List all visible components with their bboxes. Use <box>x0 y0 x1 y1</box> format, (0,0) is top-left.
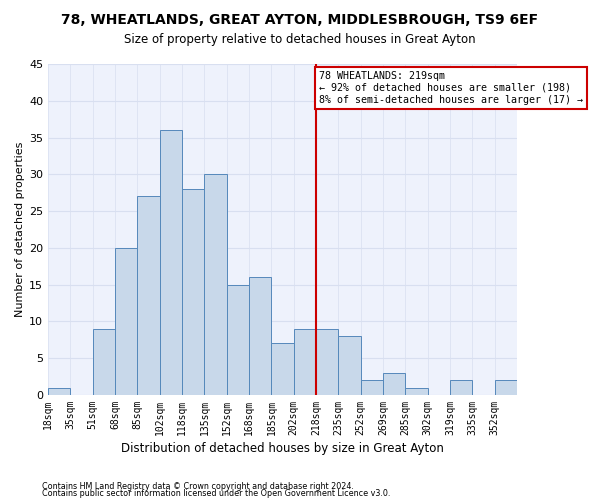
Bar <box>205 174 227 395</box>
Bar <box>48 388 70 395</box>
Bar <box>227 284 249 395</box>
Bar <box>249 278 271 395</box>
Bar <box>450 380 472 395</box>
Bar <box>316 329 338 395</box>
Y-axis label: Number of detached properties: Number of detached properties <box>15 142 25 317</box>
Bar <box>383 373 406 395</box>
Text: Contains HM Land Registry data © Crown copyright and database right 2024.: Contains HM Land Registry data © Crown c… <box>42 482 354 491</box>
Bar <box>406 388 428 395</box>
Bar <box>294 329 316 395</box>
Text: Contains public sector information licensed under the Open Government Licence v3: Contains public sector information licen… <box>42 489 391 498</box>
Bar <box>115 248 137 395</box>
Bar <box>494 380 517 395</box>
Bar <box>271 344 294 395</box>
Text: 78, WHEATLANDS, GREAT AYTON, MIDDLESBROUGH, TS9 6EF: 78, WHEATLANDS, GREAT AYTON, MIDDLESBROU… <box>61 12 539 26</box>
Bar <box>182 189 205 395</box>
Text: Size of property relative to detached houses in Great Ayton: Size of property relative to detached ho… <box>124 32 476 46</box>
X-axis label: Distribution of detached houses by size in Great Ayton: Distribution of detached houses by size … <box>121 442 444 455</box>
Text: 78 WHEATLANDS: 219sqm
← 92% of detached houses are smaller (198)
8% of semi-deta: 78 WHEATLANDS: 219sqm ← 92% of detached … <box>319 72 583 104</box>
Bar <box>160 130 182 395</box>
Bar <box>361 380 383 395</box>
Bar <box>137 196 160 395</box>
Bar <box>338 336 361 395</box>
Bar <box>93 329 115 395</box>
